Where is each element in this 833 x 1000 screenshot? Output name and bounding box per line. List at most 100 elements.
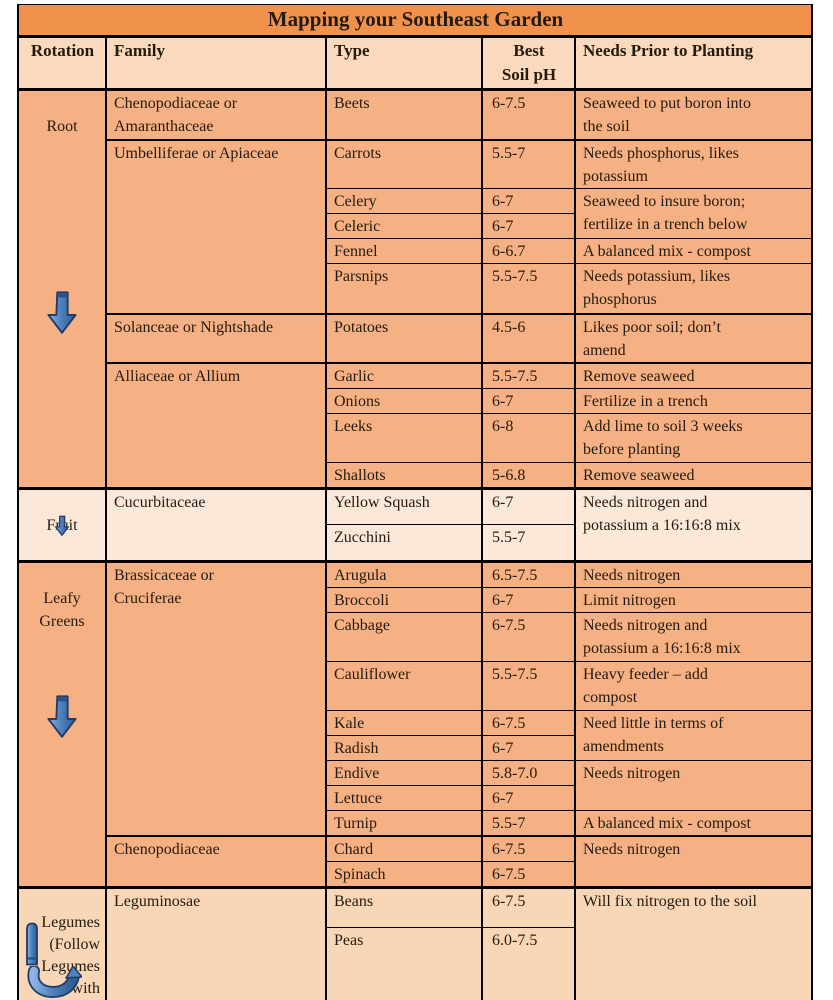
table-row: Onions 6-7 Fertilize in a trench — [18, 387, 814, 414]
needs-cell: Limit nitrogen — [573, 586, 814, 613]
type-cell: Beets — [325, 88, 483, 140]
table-row: Leafy Greens Brassicaceae or Cruciferae … — [17, 559, 814, 888]
u-turn-arrow-icon — [27, 965, 82, 998]
needs-cell: Add lime to soil 3 weeks before planting — [573, 412, 814, 463]
needs-cell: Seaweed to put boron into the soil — [573, 88, 814, 140]
type-cell: Celeric — [325, 213, 483, 239]
type-cell: Garlic — [325, 361, 483, 389]
ph-cell: 6-7 — [481, 486, 576, 525]
ph-cell: 6.0-7.5 — [481, 927, 576, 1000]
type-cell: Celery — [325, 188, 483, 214]
needs-cell: Needs potassium, likes phosphorus — [573, 263, 814, 314]
type-cell: Parsnips — [325, 263, 483, 314]
type-cell: Onions — [325, 387, 483, 414]
needs-cell: Will fix nitrogen to the soil — [573, 885, 814, 1000]
ph-cell: 4.5-6 — [481, 312, 576, 363]
ph-cell: 5.5-7 — [481, 809, 576, 836]
needs-cell: Heavy feeder – add compost — [573, 660, 814, 711]
ph-cell: 6-7.5 — [481, 885, 576, 929]
needs-cell: Remove seaweed — [573, 361, 814, 389]
table-row: Kale 6-7.5 Need little in terms of amend… — [18, 709, 814, 761]
table-row: Fruit Cucurbitaceae Yellow Squash 6-7 Ne… — [17, 486, 814, 562]
ph-cell: 5.5-7 — [481, 138, 576, 189]
family-cell: Umbelliferae or Apiaceae — [105, 138, 327, 314]
type-cell: Fennel — [325, 238, 483, 264]
needs-cell: A balanced mix - compost — [573, 809, 814, 836]
ph-cell: 6-7.5 — [481, 611, 576, 662]
needs-cell: Seaweed to insure boron; fertilize in a … — [573, 188, 814, 239]
family-cell: Alliaceae or Allium — [105, 361, 327, 489]
garden-rotation-table: Mapping your Southeast Garden Rotation F… — [16, 4, 814, 1000]
rotation-cell-fruit: Fruit — [17, 486, 107, 562]
table-row: Endive 5.8-7.0 Needs nitrogen — [18, 759, 814, 811]
table-row: Zucchini 5.5-7 — [18, 524, 812, 562]
type-cell: Turnip — [325, 809, 483, 836]
ph-cell: 6-8 — [481, 412, 576, 463]
needs-header-cell: Needs Prior to Planting — [573, 35, 814, 90]
ph-cell: 5.5-7.5 — [481, 660, 576, 711]
type-cell: Zucchini — [325, 524, 483, 562]
rotation-label: Root — [46, 118, 78, 135]
table-row: Broccoli 6-7 Limit nitrogen — [18, 586, 814, 613]
ph-cell: 6-7.5 — [481, 709, 576, 736]
type-cell: Arugula — [325, 559, 483, 588]
ph-cell: 5.8-7.0 — [481, 759, 576, 786]
table-row: Fennel 6-6.7 A balanced mix - compost — [18, 238, 814, 264]
family-cell: Brassicaceae or Cruciferae — [105, 559, 327, 836]
needs-cell: Needs nitrogen and potassium a 16:16:8 m… — [573, 486, 814, 562]
needs-cell: Remove seaweed — [573, 461, 814, 489]
table-row: Legumes (Follow Legumes with Root) Legum… — [17, 885, 814, 1000]
type-header-cell: Type — [325, 35, 483, 90]
family-cell: Solanceae or Nightshade — [105, 312, 327, 363]
needs-cell: Needs nitrogen and potassium a 16:16:8 m… — [573, 611, 814, 662]
needs-cell: Needs nitrogen — [573, 759, 814, 811]
ph-cell: 6-7 — [481, 387, 576, 414]
ph-cell: 6-7 — [481, 784, 576, 811]
type-cell: Cauliflower — [325, 660, 483, 711]
type-cell: Spinach — [325, 860, 483, 888]
down-arrow-icon — [47, 694, 77, 738]
type-cell: Kale — [325, 709, 483, 736]
ph-cell: 6-7.5 — [481, 88, 576, 140]
rotation-cell-legumes: Legumes (Follow Legumes with Root) — [17, 885, 107, 1000]
needs-cell: Likes poor soil; don’t amend — [573, 312, 814, 363]
ph-cell: 6-7 — [481, 586, 576, 613]
legume-bar-icon — [26, 922, 38, 965]
needs-cell: Fertilize in a trench — [573, 387, 814, 414]
table-row: Spinach 6-7.5 — [18, 860, 812, 888]
type-cell: Beans — [325, 885, 483, 929]
type-cell: Lettuce — [325, 784, 483, 811]
type-cell: Potatoes — [325, 312, 483, 363]
ph-cell: 6-7.5 — [481, 860, 576, 888]
table-row: Parsnips 5.5-7.5 Needs potassium, likes … — [18, 263, 814, 314]
family-cell: Chenopodiaceae or Amaranthaceae — [105, 88, 327, 140]
rotation-label: Leafy Greens — [39, 589, 85, 630]
needs-cell: Needs nitrogen — [573, 834, 814, 888]
best-soil-ph-header-cell: Best Soil pH — [481, 35, 576, 90]
table-row: Root Chenopodiaceae or Amaranthaceae Bee… — [17, 88, 814, 489]
page-title: Mapping your Southeast Garden — [16, 4, 814, 38]
type-cell: Leeks — [325, 412, 483, 463]
ph-cell: 5.5-7 — [481, 524, 576, 562]
type-cell: Cabbage — [325, 611, 483, 662]
ph-cell: 6-7.5 — [481, 834, 576, 862]
header-row: Rotation Family Type Best Soil pH Needs … — [17, 35, 814, 90]
table-row: Alliaceae or Allium Garlic 5.5-7.5 Remov… — [18, 361, 814, 489]
type-cell: Radish — [325, 734, 483, 761]
needs-cell: Needs nitrogen — [573, 559, 814, 588]
table-row: Umbelliferae or Apiaceae Carrots 5.5-7 N… — [18, 138, 814, 314]
type-cell: Carrots — [325, 138, 483, 189]
table-row: Celeric 6-7 — [18, 213, 812, 239]
table-row: Cabbage 6-7.5 Needs nitrogen and potassi… — [18, 611, 814, 662]
type-cell: Peas — [325, 927, 483, 1000]
table-row: Peas 6.0-7.5 — [18, 927, 812, 1000]
table-row: Celery 6-7 Seaweed to insure boron; fert… — [18, 188, 814, 239]
title-row: Mapping your Southeast Garden — [16, 4, 814, 38]
rotation-header-cell: Rotation — [17, 35, 107, 90]
type-cell: Yellow Squash — [325, 486, 483, 525]
down-arrow-icon — [54, 515, 70, 536]
ph-cell: 5.5-7.5 — [481, 263, 576, 314]
table-row: Leeks 6-8 Add lime to soil 3 weeks befor… — [18, 412, 814, 463]
family-cell: Leguminosae — [105, 885, 327, 1000]
table-row: Solanceae or Nightshade Potatoes 4.5-6 L… — [18, 312, 814, 363]
